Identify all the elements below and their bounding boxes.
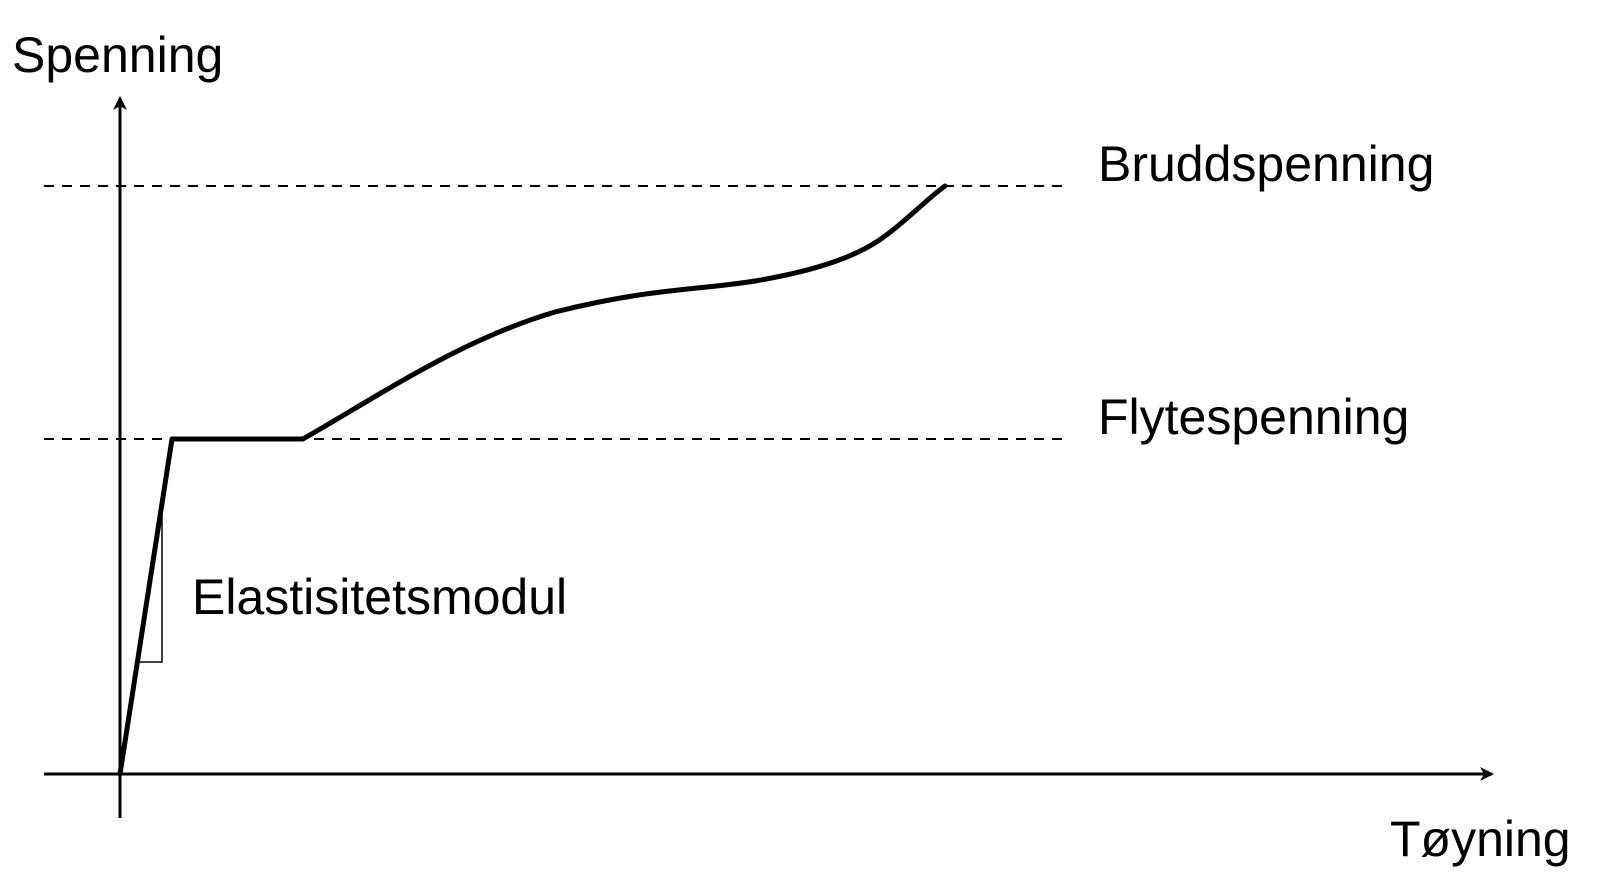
y-axis-label: Spenning — [12, 27, 223, 83]
elastic-modulus-label: Elastisitetsmodul — [192, 569, 567, 625]
x-axis-label: Tøyning — [1390, 811, 1571, 867]
stress-strain-curve — [117, 183, 948, 777]
yield-stress-label: Flytespenning — [1098, 389, 1409, 445]
ultimate-stress-label: Bruddspenning — [1098, 136, 1434, 192]
slope-triangle — [136, 500, 163, 663]
